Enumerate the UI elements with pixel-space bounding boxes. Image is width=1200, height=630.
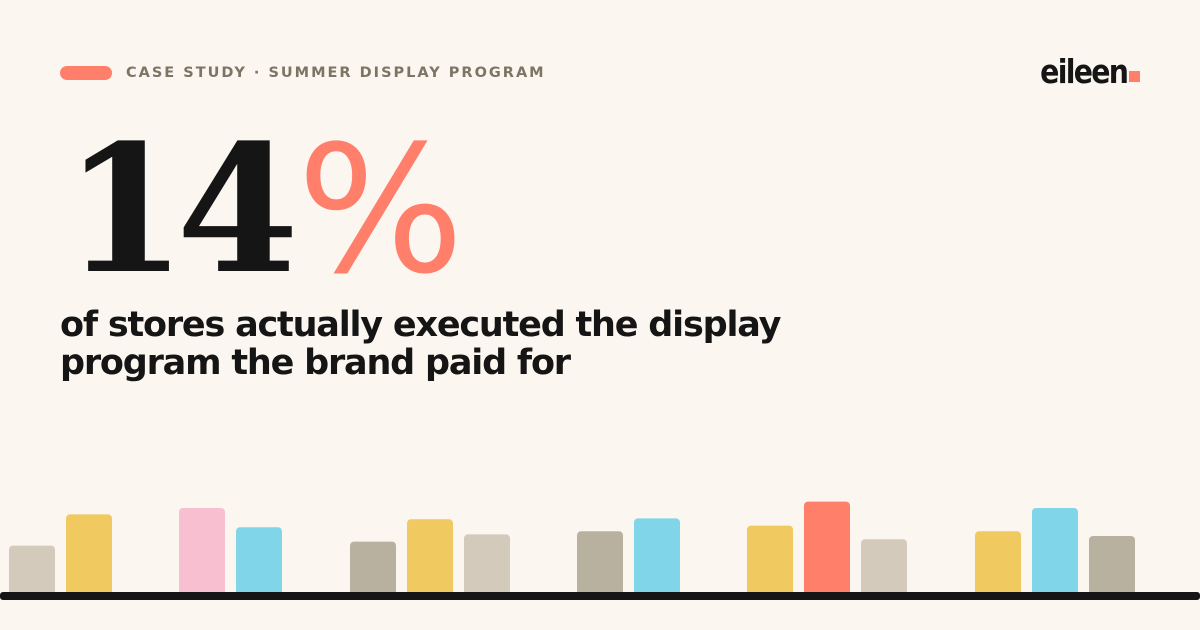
decorative-bar xyxy=(577,531,623,595)
decorative-bar xyxy=(464,534,510,595)
decorative-bar xyxy=(975,531,1021,595)
accent-pill xyxy=(60,66,112,80)
header: CASE STUDY · SUMMER DISPLAY PROGRAM xyxy=(60,64,546,82)
decorative-bar xyxy=(407,519,453,595)
decorative-bar xyxy=(1032,508,1078,595)
decorative-bar xyxy=(1089,536,1135,595)
logo-dot xyxy=(1129,71,1140,82)
decorative-bar xyxy=(179,508,225,595)
decorative-bar xyxy=(634,518,680,595)
decorative-bar xyxy=(804,501,850,595)
decorative-bar xyxy=(861,539,907,595)
logo-wordmark: eileen xyxy=(1039,52,1129,91)
decorative-bar xyxy=(747,525,793,595)
brand-logo: eileen xyxy=(1026,52,1140,92)
stat-value: 14 xyxy=(64,106,299,313)
decorative-bar xyxy=(66,514,112,595)
decorative-bar xyxy=(350,541,396,595)
stat-unit: % xyxy=(296,108,465,313)
decorative-bar xyxy=(9,545,55,595)
stat-description: of stores actually executed the display … xyxy=(60,305,781,383)
bar-baseline xyxy=(0,592,1200,600)
headline-stat: 14% xyxy=(64,122,464,299)
decorative-bar xyxy=(236,527,282,595)
eyebrow-label: CASE STUDY · SUMMER DISPLAY PROGRAM xyxy=(126,65,546,81)
